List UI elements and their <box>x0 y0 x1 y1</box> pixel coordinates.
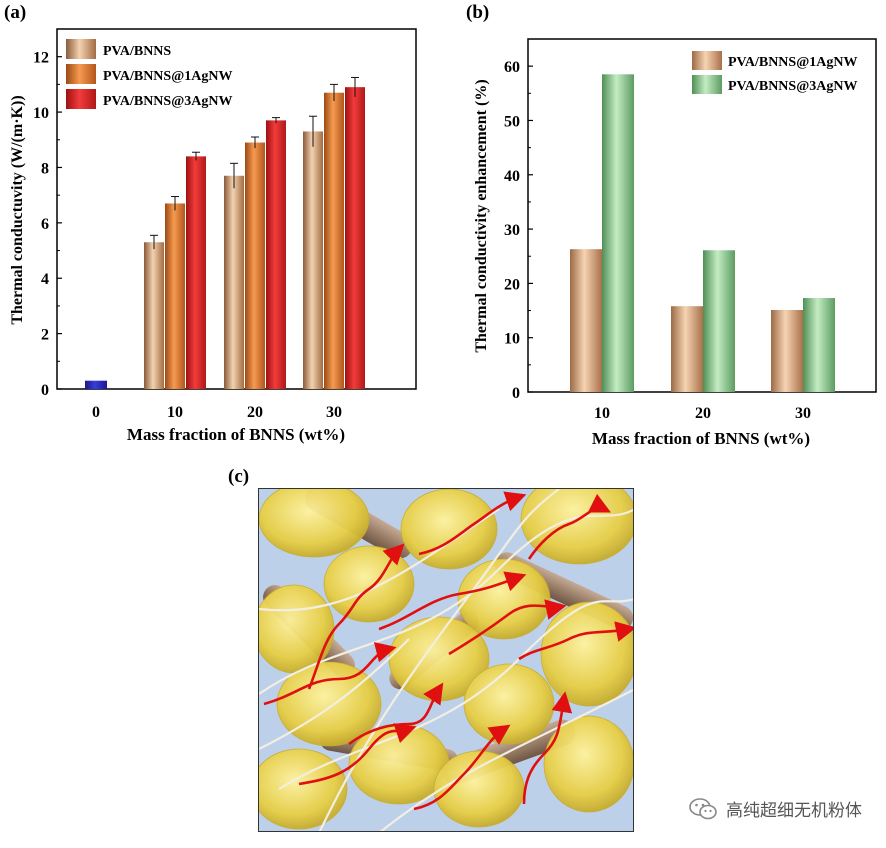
legend-label-b: PVA/BNNS@1AgNW <box>728 55 857 70</box>
bar-pva-bnns-3agnw-20 <box>266 120 286 389</box>
x-tick-label-a: 0 <box>92 404 100 421</box>
legend-label-a: PVA/BNNS@3AgNW <box>103 94 232 109</box>
bar-pva-bnns-3agnw-10 <box>602 74 634 393</box>
legend-label-a: PVA/BNNS@1AgNW <box>103 69 232 84</box>
y-tick-label-a: 4 <box>41 271 49 288</box>
legend-label-b: PVA/BNNS@3AgNW <box>728 79 857 94</box>
y-tick-label-a: 8 <box>41 160 49 177</box>
y-tick-label-b: 50 <box>504 113 520 130</box>
legend-swatch-b <box>692 51 722 70</box>
chart-a: 0 2 4 6 8 10 12 0 10 20 30 PVA/BNNS PVA/BNNS@1AgNW… <box>9 28 417 444</box>
legend-swatch-a <box>66 64 96 84</box>
bar-pva-bnns-1agnw-30 <box>771 309 803 392</box>
legend-swatch-a <box>66 89 96 109</box>
x-axis-label-a: Mass fraction of BNNS (wt%) <box>127 425 345 444</box>
y-tick-label-a: 12 <box>33 50 49 67</box>
illustration-heat-transfer <box>258 488 634 832</box>
y-axis-label-b: Thermal conductivity enhancement (%) <box>473 79 490 352</box>
bar-pva-bnns-3agnw-10 <box>186 156 206 389</box>
x-tick-label-b: 20 <box>695 405 711 422</box>
bnns-agnw-network-graphic <box>259 489 633 831</box>
heat-flow-arrows <box>263 491 633 811</box>
y-axis-label-a: Thermal conductuvity (W/(m·K)) <box>9 95 26 324</box>
x-axis-label-b: Mass fraction of BNNS (wt%) <box>592 429 810 448</box>
bar-pva-bnns-3agnw-30 <box>345 87 365 390</box>
bar-pva-bnns-1agnw-10 <box>570 249 602 392</box>
x-tick-label-a: 20 <box>247 404 263 421</box>
panel-b-label: (b) <box>466 2 490 23</box>
x-tick-label-a: 10 <box>167 404 183 421</box>
legend-swatch-a <box>66 39 96 59</box>
watermark: 高纯超细无机粉体 <box>688 796 862 821</box>
legend-label-a: PVA/BNNS <box>103 44 171 59</box>
wechat-icon <box>689 797 717 819</box>
bar-pva-bnns-30 <box>303 131 323 389</box>
y-tick-label-a: 6 <box>41 216 49 233</box>
y-tick-label-b: 0 <box>512 385 520 402</box>
bar-pva-bnns-3agnw-20 <box>703 250 735 392</box>
panel-a-label: (a) <box>4 2 27 23</box>
x-tick-label-a: 30 <box>326 404 342 421</box>
y-tick-label-b: 20 <box>504 276 520 293</box>
bar-pva-bnns-1agnw-10 <box>165 203 185 389</box>
bar-pva-bnns-1agnw-20 <box>245 142 265 389</box>
x-tick-label-b: 10 <box>594 405 610 422</box>
bar-pva-bnns-20 <box>224 175 244 389</box>
x-tick-label-b: 30 <box>795 405 811 422</box>
y-tick-label-a: 2 <box>41 327 49 344</box>
bar-pva-bnns-1agnw-20 <box>671 306 703 392</box>
bar-pva-bnns-3agnw-30 <box>803 298 835 392</box>
chart-b: 0 10 20 30 40 50 60 10 20 30 PVA/BNNS@1AgNW PVA/B… <box>473 38 877 448</box>
y-tick-label-b: 60 <box>504 59 520 76</box>
panel-c-label: (c) <box>228 466 250 487</box>
watermark-text: 高纯超细无机粉体 <box>726 801 862 821</box>
bar-pva-bnns-1agnw-30 <box>324 92 344 389</box>
bnns-flakes <box>259 489 633 830</box>
y-tick-label-a: 0 <box>41 382 49 399</box>
bar-pva-bnns-10 <box>144 242 164 389</box>
y-tick-label-b: 30 <box>504 222 520 239</box>
bar-pva-0 <box>85 380 107 389</box>
y-tick-label-a: 10 <box>33 105 49 122</box>
legend-swatch-b <box>692 75 722 94</box>
y-tick-label-b: 40 <box>504 168 520 185</box>
y-tick-label-b: 10 <box>504 331 520 348</box>
